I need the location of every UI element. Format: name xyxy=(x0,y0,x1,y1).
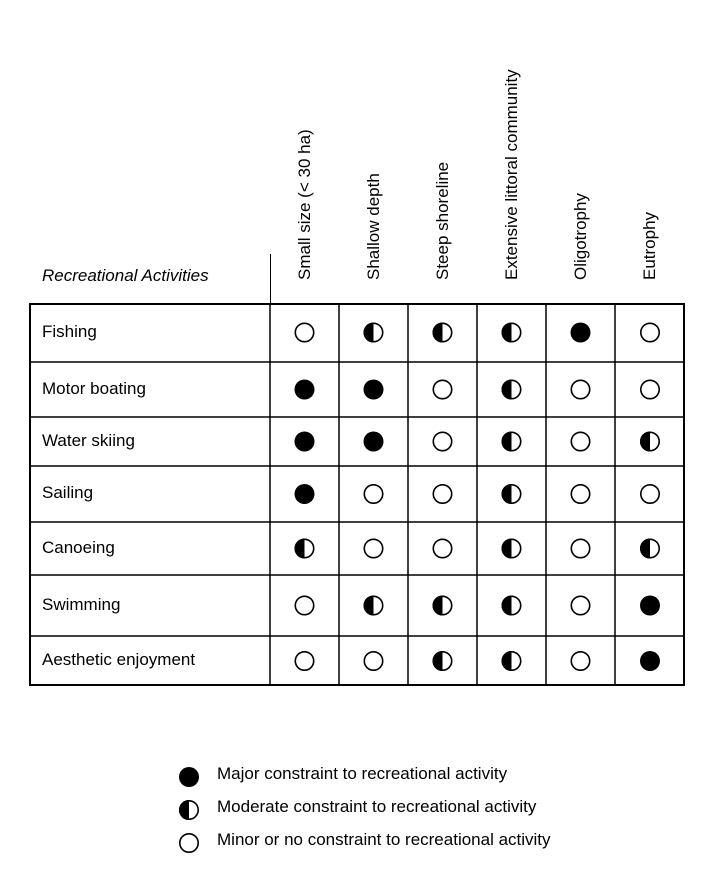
moderate-constraint-icon xyxy=(639,431,660,452)
moderate-constraint-icon xyxy=(501,322,522,343)
minor-constraint-icon xyxy=(363,484,384,505)
major-constraint-icon xyxy=(363,431,384,452)
moderate-constraint-icon xyxy=(501,484,522,505)
moderate-constraint-icon xyxy=(501,650,522,671)
major-constraint-icon xyxy=(294,379,315,400)
row-label: Fishing xyxy=(42,321,97,341)
moderate-constraint-icon xyxy=(639,538,660,559)
minor-constraint-icon xyxy=(432,484,453,505)
column-header: Steep shoreline xyxy=(428,12,458,290)
minor-constraint-icon xyxy=(294,650,315,671)
legend-label: Major constraint to recreational activit… xyxy=(217,764,508,783)
column-header-label: Oligotrophy xyxy=(570,193,590,280)
moderate-constraint-icon xyxy=(501,595,522,616)
column-header-label: Steep shoreline xyxy=(432,161,452,280)
minor-constraint-icon xyxy=(570,595,591,616)
moderate-constraint-icon xyxy=(432,650,453,671)
minor-constraint-icon xyxy=(639,379,660,400)
column-header-label: Shallow depth xyxy=(363,173,383,280)
minor-constraint-icon xyxy=(432,431,453,452)
row-label: Sailing xyxy=(42,483,94,502)
minor-constraint-icon xyxy=(570,650,591,671)
constraint-matrix: Fishing Motor boating Water skiing Sailing C… xyxy=(29,303,685,686)
moderate-constraint-icon xyxy=(363,322,384,343)
minor-constraint-icon xyxy=(294,595,315,616)
minor-constraint-icon xyxy=(639,484,660,505)
row-label: Aesthetic enjoyment xyxy=(42,650,196,669)
major-constraint-icon xyxy=(294,431,315,452)
minor-constraint-icon xyxy=(179,833,199,853)
minor-constraint-icon xyxy=(432,379,453,400)
moderate-constraint-icon xyxy=(179,800,199,820)
major-constraint-icon xyxy=(294,484,315,504)
column-header: Eutrophy xyxy=(635,12,665,290)
moderate-constraint-icon xyxy=(501,431,522,452)
moderate-constraint-icon xyxy=(432,322,453,343)
moderate-constraint-icon xyxy=(294,538,315,559)
major-constraint-icon xyxy=(570,322,591,343)
major-constraint-icon xyxy=(640,595,660,616)
row-label: Water skiing xyxy=(42,430,135,450)
minor-constraint-icon xyxy=(363,650,384,671)
major-constraint-icon xyxy=(640,651,660,671)
major-constraint-icon xyxy=(363,379,384,400)
row-header-label: Recreational Activities xyxy=(42,266,209,285)
row-label: Canoeing xyxy=(42,537,115,557)
moderate-constraint-icon xyxy=(501,379,522,400)
major-constraint-icon xyxy=(179,767,199,787)
minor-constraint-icon xyxy=(432,538,453,559)
moderate-constraint-icon xyxy=(179,800,199,820)
column-header-label: Small size (< 30 ha) xyxy=(294,129,314,280)
minor-constraint-icon xyxy=(570,484,591,505)
column-header: Extensive littoral community xyxy=(497,12,527,290)
matrix-grid xyxy=(29,303,685,686)
minor-constraint-icon xyxy=(570,379,591,400)
minor-constraint-icon xyxy=(570,431,591,452)
column-header: Small size (< 30 ha) xyxy=(290,12,320,290)
legend-label: Minor or no constraint to recreational a… xyxy=(217,830,551,849)
grid-border xyxy=(29,303,685,686)
minor-constraint-icon xyxy=(570,538,591,559)
minor-constraint-icon xyxy=(294,322,315,343)
column-header: Oligotrophy xyxy=(566,12,596,290)
minor-constraint-icon xyxy=(363,538,384,559)
moderate-constraint-icon xyxy=(363,595,384,616)
column-header: Shallow depth xyxy=(359,12,389,290)
row-label: Motor boating xyxy=(42,378,146,398)
header-divider xyxy=(270,254,271,304)
minor-constraint-icon xyxy=(179,833,199,853)
moderate-constraint-icon xyxy=(501,538,522,559)
major-constraint-icon xyxy=(179,767,199,787)
row-label: Swimming xyxy=(42,594,121,614)
minor-constraint-icon xyxy=(639,322,660,343)
column-header-label: Extensive littoral community xyxy=(501,69,521,280)
moderate-constraint-icon xyxy=(432,595,453,616)
legend-label: Moderate constraint to recreational acti… xyxy=(217,797,537,816)
column-header-label: Eutrophy xyxy=(640,211,659,280)
